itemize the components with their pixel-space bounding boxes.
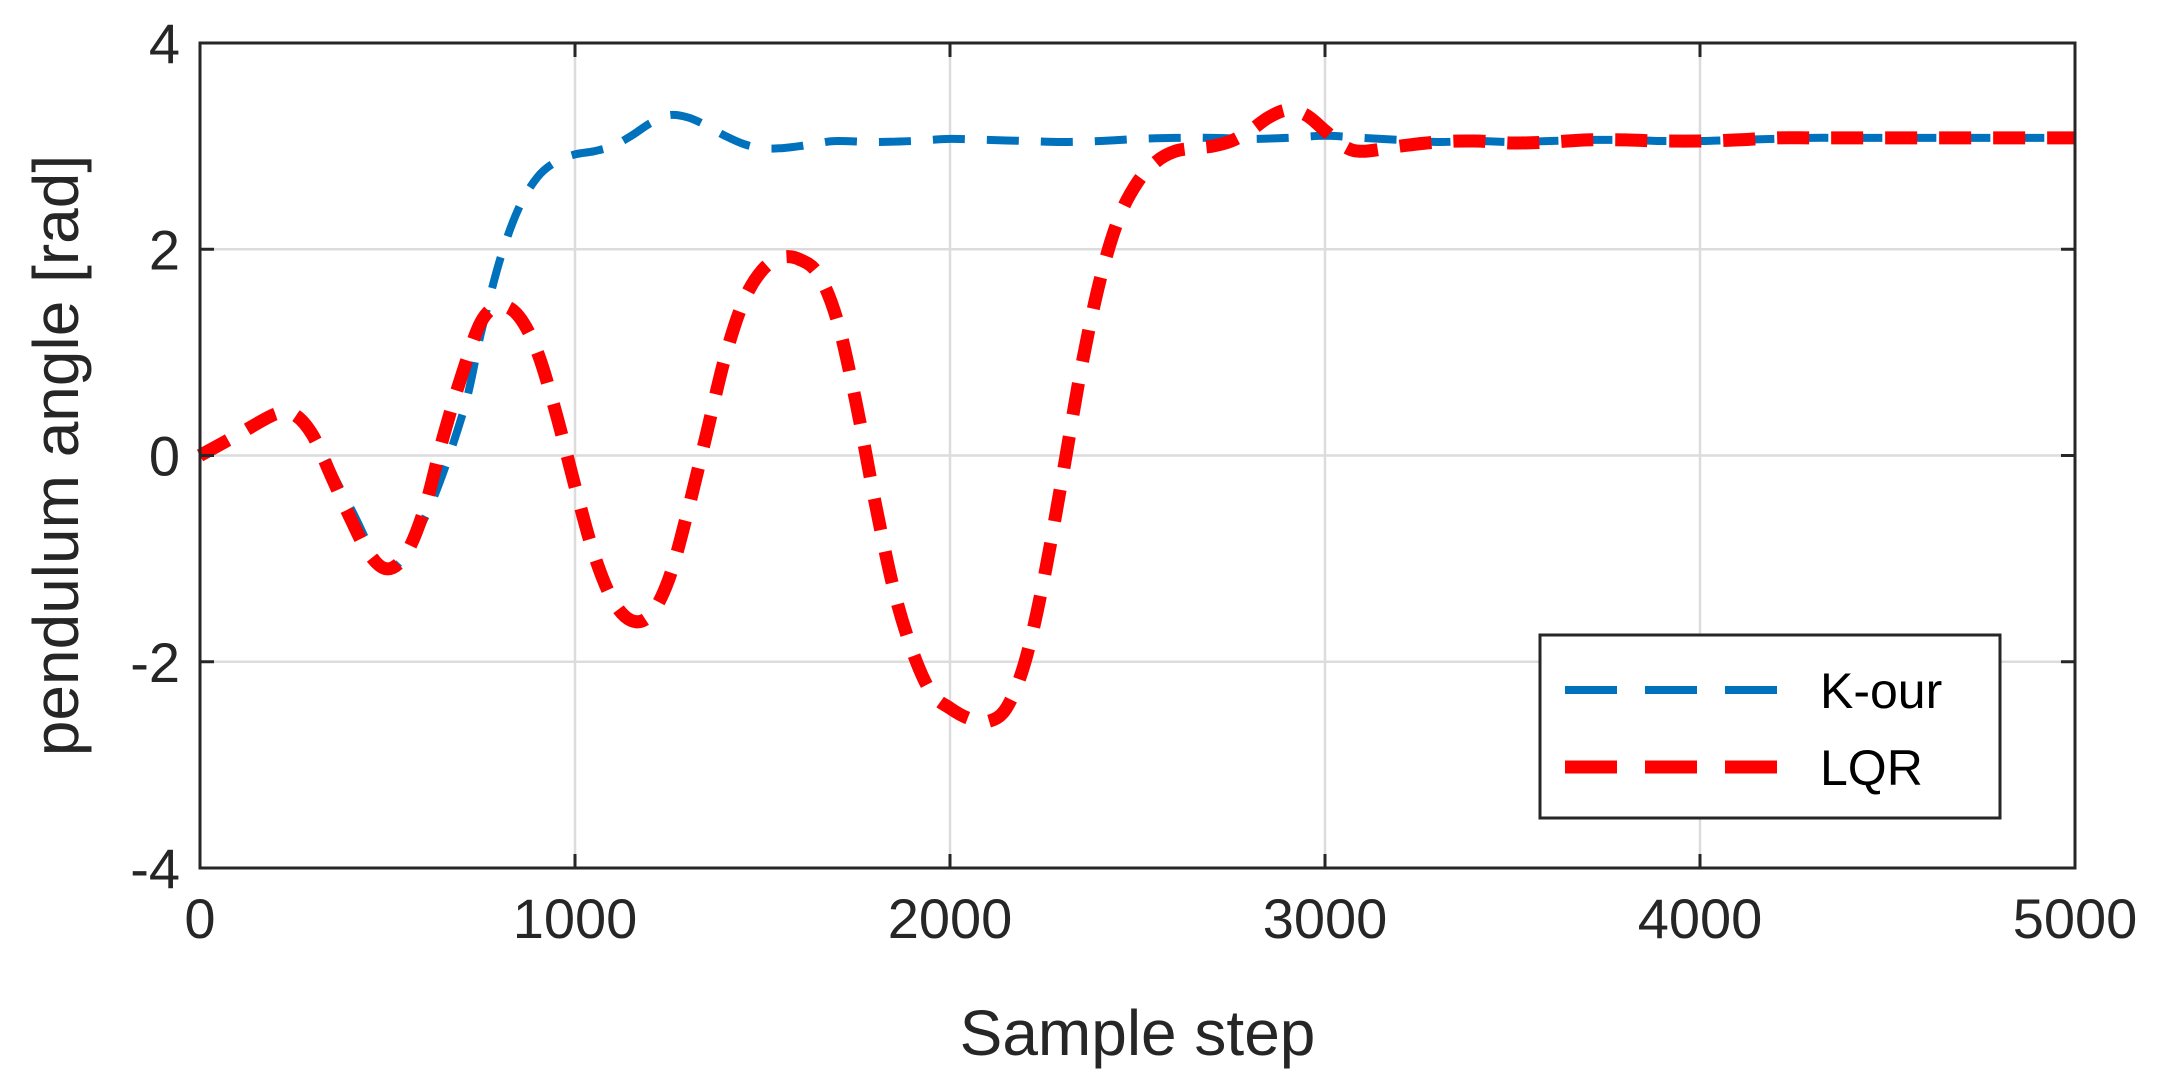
y-tick-labels: -4 -2 0 2 4 — [130, 12, 180, 900]
axis-ticks — [198, 41, 2077, 870]
y-tick-label: -2 — [130, 631, 180, 694]
legend-label-k-our: K-our — [1820, 663, 1942, 719]
x-tick-labels: 0 1000 2000 3000 4000 5000 — [184, 887, 2137, 950]
x-tick-label: 3000 — [1263, 887, 1388, 950]
legend: K-our LQR — [1538, 633, 2002, 820]
legend-box — [1538, 633, 2002, 820]
grid-lines — [200, 43, 2075, 868]
x-tick-label: 2000 — [888, 887, 1013, 950]
y-tick-label: -4 — [130, 837, 180, 900]
y-axis-label: pendulum angle [rad] — [20, 155, 92, 756]
x-tick-label: 4000 — [1638, 887, 1763, 950]
x-tick-label: 5000 — [2013, 887, 2138, 950]
x-axis-label: Sample step — [960, 997, 1316, 1069]
y-tick-label: 0 — [149, 425, 180, 488]
y-tick-label: 4 — [149, 12, 180, 75]
x-tick-label: 1000 — [513, 887, 638, 950]
x-tick-label: 0 — [184, 887, 215, 950]
series-line-lqr — [196, 103, 2075, 729]
y-tick-label: 2 — [149, 218, 180, 281]
series-lines — [196, 103, 2075, 729]
legend-label-lqr: LQR — [1820, 740, 1923, 796]
